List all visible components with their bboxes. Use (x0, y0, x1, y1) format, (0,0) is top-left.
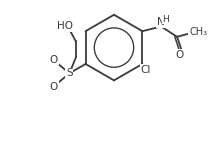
Text: O: O (50, 82, 58, 92)
Text: Cl: Cl (141, 65, 151, 75)
Text: N: N (157, 17, 165, 27)
Text: CH₃: CH₃ (189, 27, 207, 37)
Text: S: S (66, 68, 73, 78)
Text: O: O (50, 55, 58, 65)
Text: O: O (176, 50, 184, 60)
Text: HO: HO (57, 21, 73, 31)
Text: H: H (162, 15, 169, 24)
